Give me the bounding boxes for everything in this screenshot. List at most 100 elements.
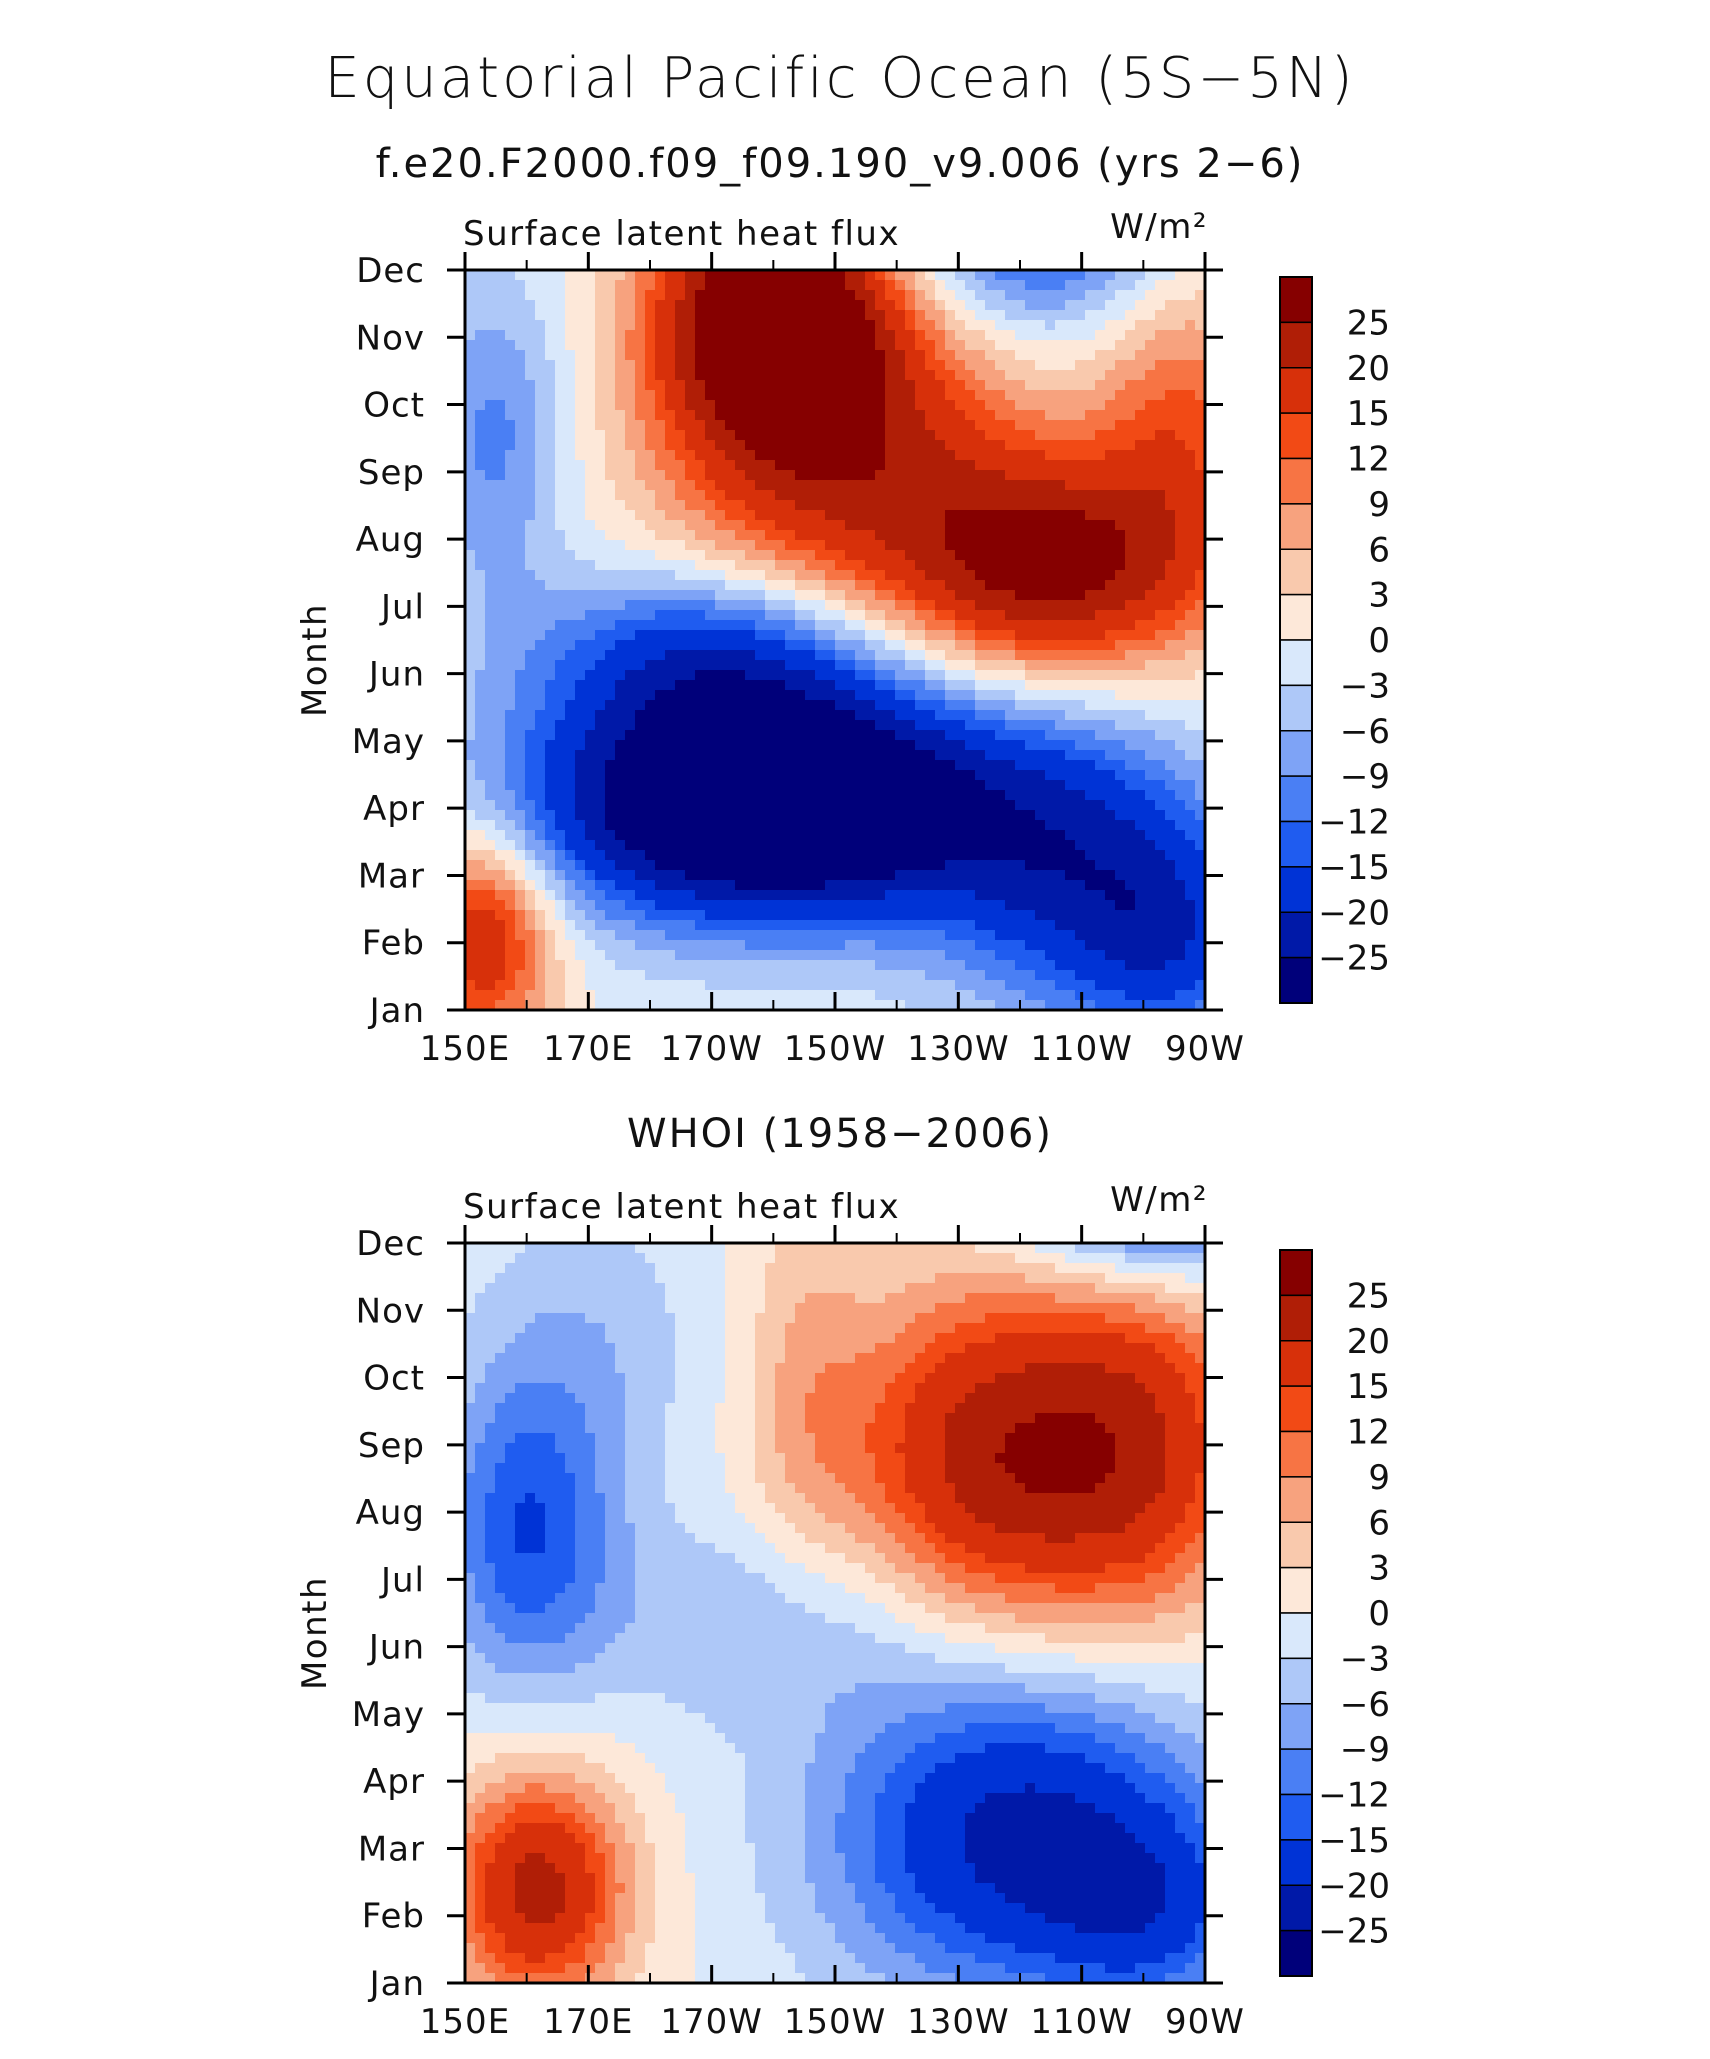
field-cell <box>615 290 626 301</box>
field-cell <box>1135 500 1146 511</box>
field-cell <box>535 750 546 761</box>
field-cell <box>665 750 676 761</box>
field-cell <box>1005 960 1016 971</box>
field-cell <box>705 720 716 731</box>
field-cell <box>1125 470 1136 481</box>
field-cell <box>1025 840 1036 851</box>
field-cell <box>735 400 746 411</box>
field-cell <box>895 590 906 601</box>
field-cell <box>705 880 716 891</box>
field-cell <box>1005 590 1016 601</box>
field-cell <box>725 510 736 521</box>
field-cell <box>865 500 876 511</box>
field-cell <box>615 780 626 791</box>
field-cell <box>525 820 536 831</box>
field-cell <box>605 760 616 771</box>
field-cell <box>545 650 556 661</box>
field-cell <box>1085 400 1096 411</box>
field-cell <box>935 810 946 821</box>
field-cell <box>1075 580 1086 591</box>
field-cell <box>825 770 836 781</box>
field-cell <box>1025 600 1036 611</box>
field-cell <box>1055 800 1066 811</box>
field-cell <box>505 990 516 1001</box>
field-cell <box>1095 380 1106 391</box>
field-cell <box>1025 930 1036 941</box>
field-cell <box>895 610 906 621</box>
field-cell <box>535 730 546 741</box>
field-cell <box>895 490 906 501</box>
field-cell <box>925 940 936 951</box>
field-cell <box>705 920 716 931</box>
field-cell <box>515 380 526 391</box>
field-cell <box>1035 860 1046 871</box>
field-cell <box>545 670 556 681</box>
field-cell <box>1115 340 1126 351</box>
field-cell <box>1085 670 1096 681</box>
field-cell <box>905 560 916 571</box>
field-cell <box>875 600 886 611</box>
field-cell <box>475 810 486 821</box>
field-cell <box>695 300 706 311</box>
field-cell <box>1005 400 1016 411</box>
field-cell <box>955 540 966 551</box>
field-cell <box>965 620 976 631</box>
field-cell <box>715 330 726 341</box>
field-cell <box>535 680 546 691</box>
field-cell <box>465 660 476 671</box>
field-cell <box>1095 710 1106 721</box>
field-cell <box>675 350 686 361</box>
field-cell <box>1055 380 1066 391</box>
field-cell <box>635 480 646 491</box>
field-cell <box>705 510 716 521</box>
field-cell <box>1035 740 1046 751</box>
field-cell <box>955 740 966 751</box>
field-cell <box>1075 490 1086 501</box>
field-cell <box>1035 450 1046 461</box>
field-cell <box>545 430 556 441</box>
field-cell <box>495 840 506 851</box>
field-cell <box>595 810 606 821</box>
field-cell <box>725 460 736 471</box>
field-cell <box>1045 540 1056 551</box>
field-cell <box>995 860 1006 871</box>
field-cell <box>955 370 966 381</box>
field-cell <box>885 590 896 601</box>
field-cell <box>965 430 976 441</box>
field-cell <box>465 950 476 961</box>
field-cell <box>775 440 786 451</box>
field-cell <box>465 720 476 731</box>
field-cell <box>975 900 986 911</box>
field-cell <box>1055 1000 1066 1011</box>
field-cell <box>655 610 666 621</box>
field-cell <box>565 560 576 571</box>
field-cell <box>835 510 846 521</box>
field-cell <box>695 520 706 531</box>
field-cell <box>855 580 866 591</box>
field-cell <box>585 660 596 671</box>
field-cell <box>1045 310 1056 321</box>
field-cell <box>665 830 676 841</box>
field-cell <box>985 490 996 501</box>
field-cell <box>795 390 806 401</box>
field-cell <box>1065 830 1076 841</box>
field-cell <box>465 530 476 541</box>
field-cell <box>1095 510 1106 521</box>
field-cell <box>1075 880 1086 891</box>
field-cell <box>1045 870 1056 881</box>
field-cell <box>935 580 946 591</box>
field-cell <box>845 710 856 721</box>
field-cell <box>945 720 956 731</box>
field-cell <box>645 810 656 821</box>
field-cell <box>595 280 606 291</box>
field-cell <box>885 710 896 721</box>
field-cell <box>1125 400 1136 411</box>
field-cell <box>965 500 976 511</box>
field-cell <box>1095 840 1106 851</box>
field-cell <box>945 840 956 851</box>
field-cell <box>925 520 936 531</box>
field-cell <box>535 590 546 601</box>
field-cell <box>995 650 1006 661</box>
field-cell <box>585 600 596 611</box>
field-cell <box>625 810 636 821</box>
